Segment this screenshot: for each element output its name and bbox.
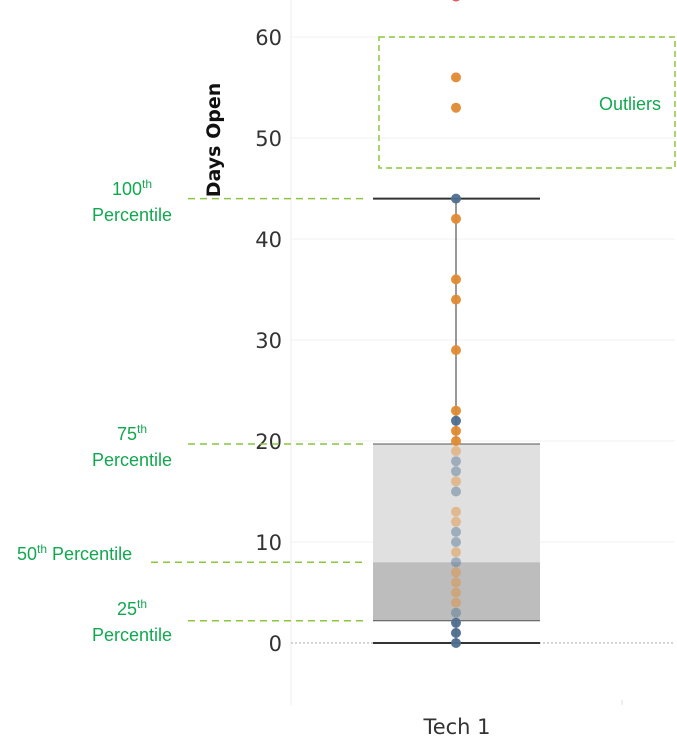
data-point-18 <box>451 446 461 457</box>
data-point-13 <box>451 506 461 517</box>
data-point-8 <box>451 557 461 568</box>
data-point-29 <box>451 72 461 83</box>
p75-num: 75 <box>117 424 137 444</box>
y-tick-label-10: 10 <box>255 531 282 555</box>
box <box>373 197 540 644</box>
data-point-5 <box>451 587 461 598</box>
outliers-label: Outliers <box>599 94 661 114</box>
p100-label-line1: 100th <box>112 177 152 199</box>
data-point-7 <box>451 567 461 578</box>
data-point-26 <box>451 213 461 224</box>
data-point-9 <box>451 547 461 558</box>
y-tick-label-30: 30 <box>255 329 282 353</box>
data-point-28 <box>451 102 461 113</box>
data-point-16 <box>451 466 461 477</box>
data-point-6 <box>451 577 461 588</box>
outliers-box <box>378 36 676 169</box>
percentile-guides <box>151 197 365 622</box>
box-lower <box>373 562 540 621</box>
box-upper <box>373 444 540 563</box>
data-point-4 <box>451 597 461 608</box>
p75-sup: th <box>137 422 147 436</box>
data-point-17 <box>451 456 461 467</box>
p25-label-line1: 25th <box>117 597 147 619</box>
data-points <box>451 0 461 648</box>
p25-label-line2: Percentile <box>92 625 172 645</box>
data-point-22 <box>451 405 461 416</box>
p100-sup: th <box>142 177 152 191</box>
p25-num: 25 <box>117 599 137 619</box>
p50-text: Percentile <box>47 544 132 564</box>
data-point-20 <box>451 425 461 436</box>
data-point-1 <box>451 627 461 638</box>
data-point-15 <box>451 476 461 487</box>
p50-label: 50th Percentile <box>17 542 132 564</box>
data-point-3 <box>451 607 461 618</box>
data-point-21 <box>451 415 461 426</box>
y-tick-label-20: 20 <box>255 430 282 454</box>
y-axis-title: Days Open <box>203 83 225 197</box>
data-point-19 <box>451 436 461 446</box>
data-point-2 <box>451 617 461 628</box>
data-point-27 <box>451 193 461 204</box>
y-axis-ticks: 0 10 20 30 40 50 60 <box>255 26 282 656</box>
data-point-11 <box>451 526 461 537</box>
y-tick-label-60: 60 <box>255 26 282 50</box>
data-point-0 <box>451 638 461 648</box>
data-point-24 <box>451 294 461 305</box>
x-category-label: Tech 1 <box>422 715 490 739</box>
data-point-25 <box>451 274 461 285</box>
y-tick-label-50: 50 <box>255 127 282 151</box>
data-point-10 <box>451 537 461 547</box>
annotations: Outliers 100th Percentile 75th Percentil… <box>17 36 676 645</box>
p100-num: 100 <box>112 179 142 199</box>
y-tick-label-40: 40 <box>255 228 282 252</box>
p25-sup: th <box>137 597 147 611</box>
p50-num: 50 <box>17 544 37 564</box>
data-point-12 <box>451 516 461 527</box>
p75-label-line1: 75th <box>117 422 147 444</box>
p75-label-line2: Percentile <box>92 450 172 470</box>
data-point-14 <box>451 486 461 497</box>
y-tick-label-0: 0 <box>269 632 282 656</box>
p50-sup: th <box>37 542 47 556</box>
data-point-23 <box>451 345 461 356</box>
data-point-30 <box>452 0 460 2</box>
p100-label-line2: Percentile <box>92 205 172 225</box>
